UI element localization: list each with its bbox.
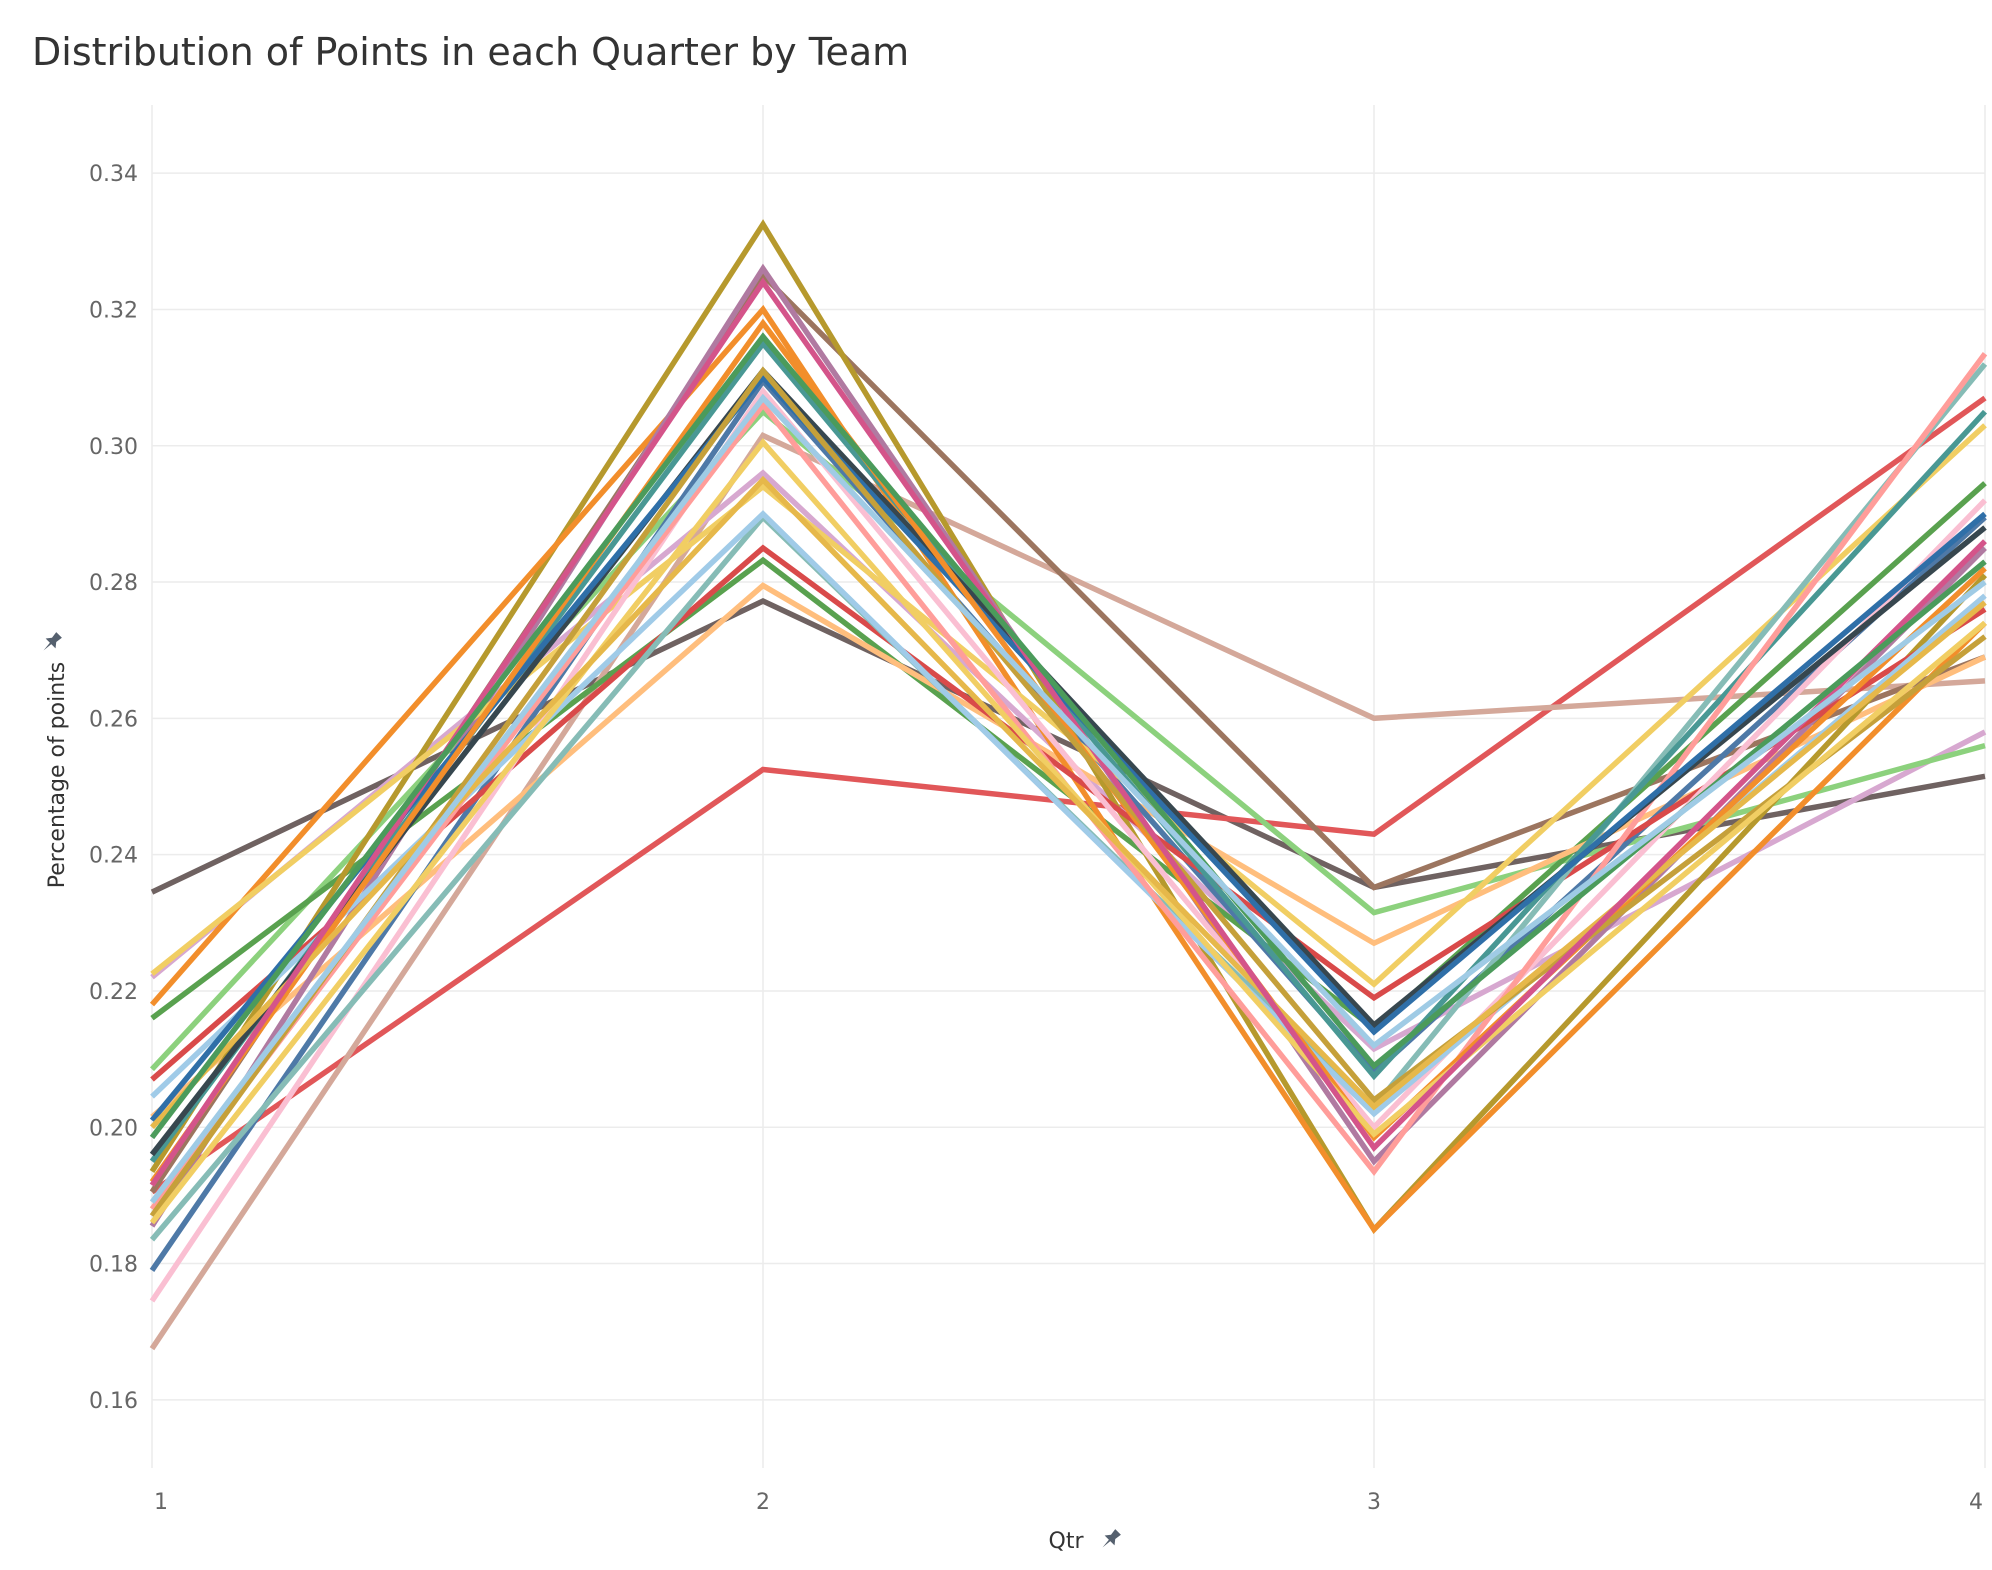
y-axis-title: Percentage of points [45,662,70,889]
y-tick-label: 0.34 [89,162,138,187]
y-tick-label: 0.18 [89,1253,138,1278]
x-axis-ticks: 1 2 3 4 [154,1490,1983,1515]
y-tick-label: 0.22 [89,980,138,1005]
x-tick-label: 2 [756,1490,770,1515]
series-lines[interactable] [149,219,1988,1351]
x-tick-label: 3 [1367,1490,1381,1515]
x-axis-pin-icon[interactable] [1098,1527,1123,1552]
x-tick-label: 1 [154,1490,168,1515]
chart-title: Distribution of Points in each Quarter b… [32,30,910,74]
series-line-23[interactable] [149,366,1987,1218]
series-line-3[interactable] [149,432,1986,1351]
grid-lines [151,105,1986,1468]
y-tick-label: 0.24 [89,844,138,869]
y-tick-label: 0.16 [89,1389,138,1414]
x-axis-title: Qtr [1049,1529,1085,1554]
series-line-13[interactable] [150,544,1987,1082]
y-tick-label: 0.30 [89,435,138,460]
series-line-2[interactable] [150,395,1987,1195]
series-line-8[interactable] [150,582,1987,1120]
y-tick-label: 0.28 [89,571,138,596]
series-line-28[interactable] [149,393,1987,1204]
x-tick-label: 4 [1969,1490,1983,1515]
y-tick-label: 0.20 [89,1116,138,1141]
series-line-24[interactable] [149,438,1987,1225]
series-line-11[interactable] [149,304,1987,1234]
y-axis-ticks: 0.16 0.18 0.20 0.22 0.24 0.26 0.28 0.30 0.32 0.34 [89,162,138,1414]
y-tick-label: 0.32 [89,298,138,323]
y-axis-pin-icon[interactable] [39,630,64,655]
y-tick-label: 0.26 [89,707,138,732]
